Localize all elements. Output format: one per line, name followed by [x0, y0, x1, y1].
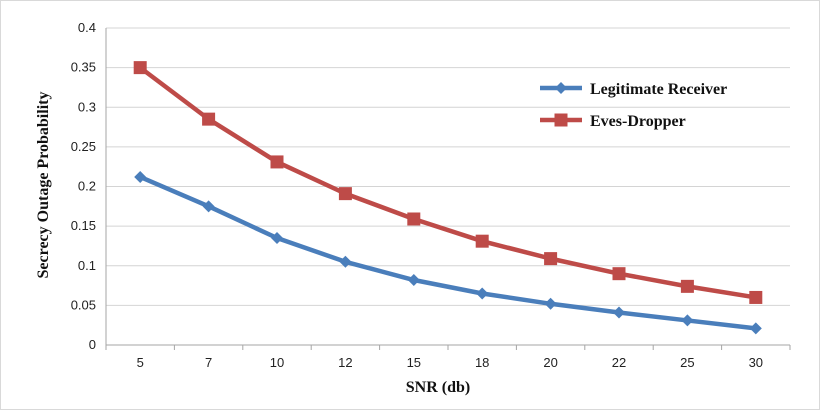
data-point [680, 279, 694, 293]
series-layer [133, 61, 763, 335]
data-point [681, 314, 694, 327]
data-point [544, 252, 558, 266]
data-point [270, 155, 284, 169]
data-point [407, 212, 421, 226]
series-line [139, 174, 757, 331]
y-tick-label: 0.3 [78, 99, 96, 114]
data-point [476, 287, 489, 300]
data-point [475, 234, 489, 248]
y-tick-label: 0 [89, 337, 96, 352]
x-tick-label: 15 [407, 355, 421, 370]
legend: Legitimate Receiver Eves-Dropper [540, 81, 727, 130]
data-point [749, 322, 762, 335]
series-2 [133, 61, 763, 304]
data-point [749, 290, 763, 304]
legend-item: Legitimate Receiver [540, 81, 727, 98]
data-point [271, 232, 283, 245]
data-point [133, 61, 147, 75]
y-tick-label: 0.2 [78, 179, 96, 194]
data-point [613, 306, 625, 319]
legend-swatch-marker [555, 82, 567, 94]
y-tick-label: 0.4 [78, 20, 96, 35]
data-point [544, 297, 557, 310]
legend-label: Legitimate Receiver [590, 81, 727, 98]
data-point [202, 200, 215, 213]
data-point [134, 170, 147, 183]
x-tick-label: 5 [137, 355, 144, 370]
data-point [612, 267, 626, 281]
series-1 [134, 170, 762, 335]
y-tick-label: 0.25 [71, 139, 96, 154]
x-axis-title: SNR (db) [406, 379, 470, 396]
gridlines [106, 27, 790, 306]
data-point [407, 274, 420, 287]
x-tick-label: 10 [270, 355, 284, 370]
x-tick-label: 25 [680, 355, 694, 370]
legend-label: Eves-Dropper [590, 113, 686, 130]
series-line [138, 65, 757, 300]
x-tick-label: 12 [338, 355, 352, 370]
y-tick-label: 0.05 [71, 297, 96, 312]
x-tick-label: 20 [543, 355, 557, 370]
legend-swatch-marker [554, 113, 568, 127]
data-point [338, 187, 352, 201]
data-point [339, 255, 352, 268]
x-tick-label: 22 [612, 355, 626, 370]
y-tick-label: 0.1 [78, 258, 96, 273]
x-tick-label: 7 [205, 355, 212, 370]
x-tick-label: 18 [475, 355, 489, 370]
x-tick-label: 30 [749, 355, 763, 370]
y-tick-label: 0.15 [71, 218, 96, 233]
y-axis-title: Secrecy Outage Probability [35, 92, 52, 279]
y-tick-label: 0.35 [71, 60, 96, 75]
data-point [202, 112, 216, 126]
legend-item: Eves-Dropper [540, 113, 686, 130]
axes: 0 0.05 0.1 0.15 0.2 0.25 0.3 0.35 0.4 5 7 10 12 15 18 2… [71, 20, 791, 370]
